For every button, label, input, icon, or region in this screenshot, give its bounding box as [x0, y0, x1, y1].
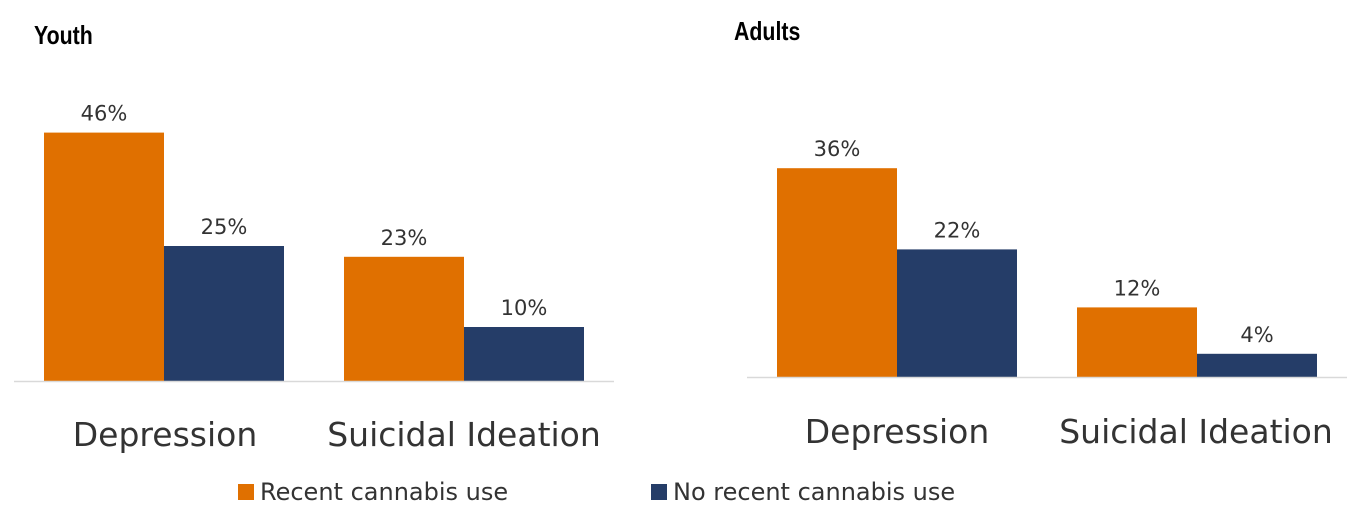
adults-bar-depression-recent	[777, 168, 897, 377]
legend-item-recent: Recent cannabis use	[238, 478, 508, 506]
adults-bar-suicidal-ideation-no-recent	[1197, 353, 1317, 377]
adults-chart-title: Adults	[734, 16, 801, 46]
youth-data-label-depression-no-recent: 25%	[201, 215, 248, 239]
adults-bar-suicidal-ideation-recent	[1077, 307, 1197, 377]
youth-bar-depression-no-recent	[164, 246, 284, 381]
youth-bar-depression-recent	[44, 132, 164, 381]
youth-category-label-suicidal-ideation: Suicidal Ideation	[327, 415, 601, 454]
youth-bar-suicidal-ideation-no-recent	[464, 327, 584, 381]
adults-bar-depression-no-recent	[897, 249, 1017, 377]
legend-label-no-recent: No recent cannabis use	[673, 478, 956, 506]
youth-chart-title: Youth	[34, 20, 93, 50]
youth-data-label-suicidal-ideation-recent: 23%	[381, 226, 428, 250]
adults-category-label-suicidal-ideation: Suicidal Ideation	[1059, 412, 1333, 451]
youth-chart: 46% 25% Depression 23% 10% Suicidal Ideation	[14, 102, 614, 454]
adults-data-label-suicidal-ideation-no-recent: 4%	[1240, 323, 1273, 347]
youth-category-label-depression: Depression	[73, 415, 257, 454]
adults-data-label-depression-no-recent: 22%	[934, 218, 981, 242]
legend-item-no-recent: No recent cannabis use	[651, 478, 955, 506]
adults-data-label-depression-recent: 36%	[814, 137, 861, 161]
legend-swatch-recent	[238, 484, 254, 500]
adults-category-label-depression: Depression	[805, 412, 989, 451]
adults-data-label-suicidal-ideation-recent: 12%	[1114, 276, 1161, 300]
youth-data-label-suicidal-ideation-no-recent: 10%	[501, 296, 548, 320]
youth-data-label-depression-recent: 46%	[81, 102, 128, 126]
legend-swatch-no-recent	[651, 484, 667, 500]
adults-chart: 36% 22% Depression 12% 4% Suicidal Ideation	[747, 137, 1347, 451]
legend-label-recent: Recent cannabis use	[260, 478, 509, 506]
youth-bar-suicidal-ideation-recent	[344, 256, 464, 381]
